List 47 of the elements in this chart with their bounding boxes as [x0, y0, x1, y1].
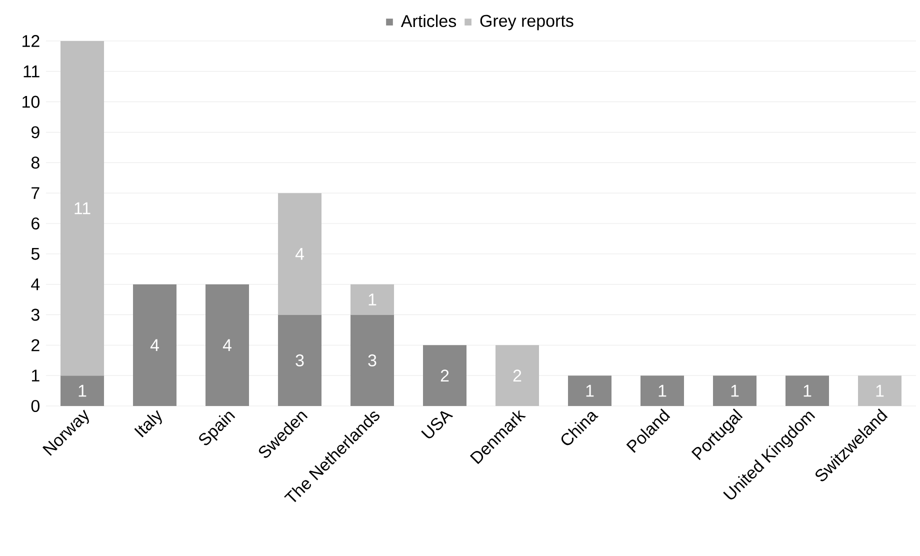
- y-tick-label: 5: [31, 248, 40, 260]
- bar: [423, 345, 467, 406]
- x-tick-label: Italy: [134, 410, 162, 438]
- y-tick-label: 12: [22, 35, 40, 47]
- y-tick-label: 2: [32, 339, 40, 352]
- y-tick-label: 8: [31, 156, 40, 169]
- legend-label: Grey reports: [480, 14, 574, 30]
- data-label: 3: [368, 354, 376, 366]
- bar: [786, 376, 830, 406]
- data-label: 1: [731, 384, 739, 397]
- bar: [278, 193, 322, 315]
- data-label: 1: [78, 384, 86, 397]
- bar: [60, 376, 104, 406]
- data-label: 4: [295, 248, 304, 260]
- bar: [60, 40, 104, 376]
- data-label: 2: [440, 370, 449, 382]
- y-tick-label: 1: [32, 370, 40, 382]
- y-tick-label: 9: [31, 126, 40, 138]
- data-label: 3: [296, 354, 304, 366]
- data-label: 1: [876, 384, 884, 397]
- bar: [133, 284, 177, 406]
- data-label: 1: [586, 384, 594, 397]
- bar: [206, 284, 250, 406]
- y-tick-label: 3: [31, 308, 40, 321]
- y-tick-label: 10: [22, 96, 40, 108]
- bar: [713, 376, 757, 406]
- data-label: 4: [150, 339, 159, 352]
- bar: [568, 376, 612, 406]
- bar: [496, 345, 540, 406]
- y-tick-label: 6: [32, 217, 40, 230]
- data-label: 1: [804, 384, 812, 397]
- bar: [640, 376, 684, 406]
- y-tick-label: 4: [31, 278, 40, 290]
- bar: [350, 314, 394, 406]
- data-label: 2: [513, 370, 522, 382]
- data-label: 4: [222, 339, 232, 352]
- bar: [350, 284, 394, 315]
- data-label: 1: [368, 294, 376, 306]
- y-tick-label: 0: [31, 400, 40, 412]
- data-label: 11: [74, 202, 90, 214]
- legend-label: Articles: [400, 14, 456, 28]
- bar: [278, 314, 322, 406]
- y-tick-label: 7: [32, 187, 40, 199]
- x-tick-label: USA: [421, 411, 454, 438]
- data-label: 1: [658, 384, 666, 397]
- bar: [858, 376, 902, 406]
- y-tick-label: 11: [24, 66, 40, 78]
